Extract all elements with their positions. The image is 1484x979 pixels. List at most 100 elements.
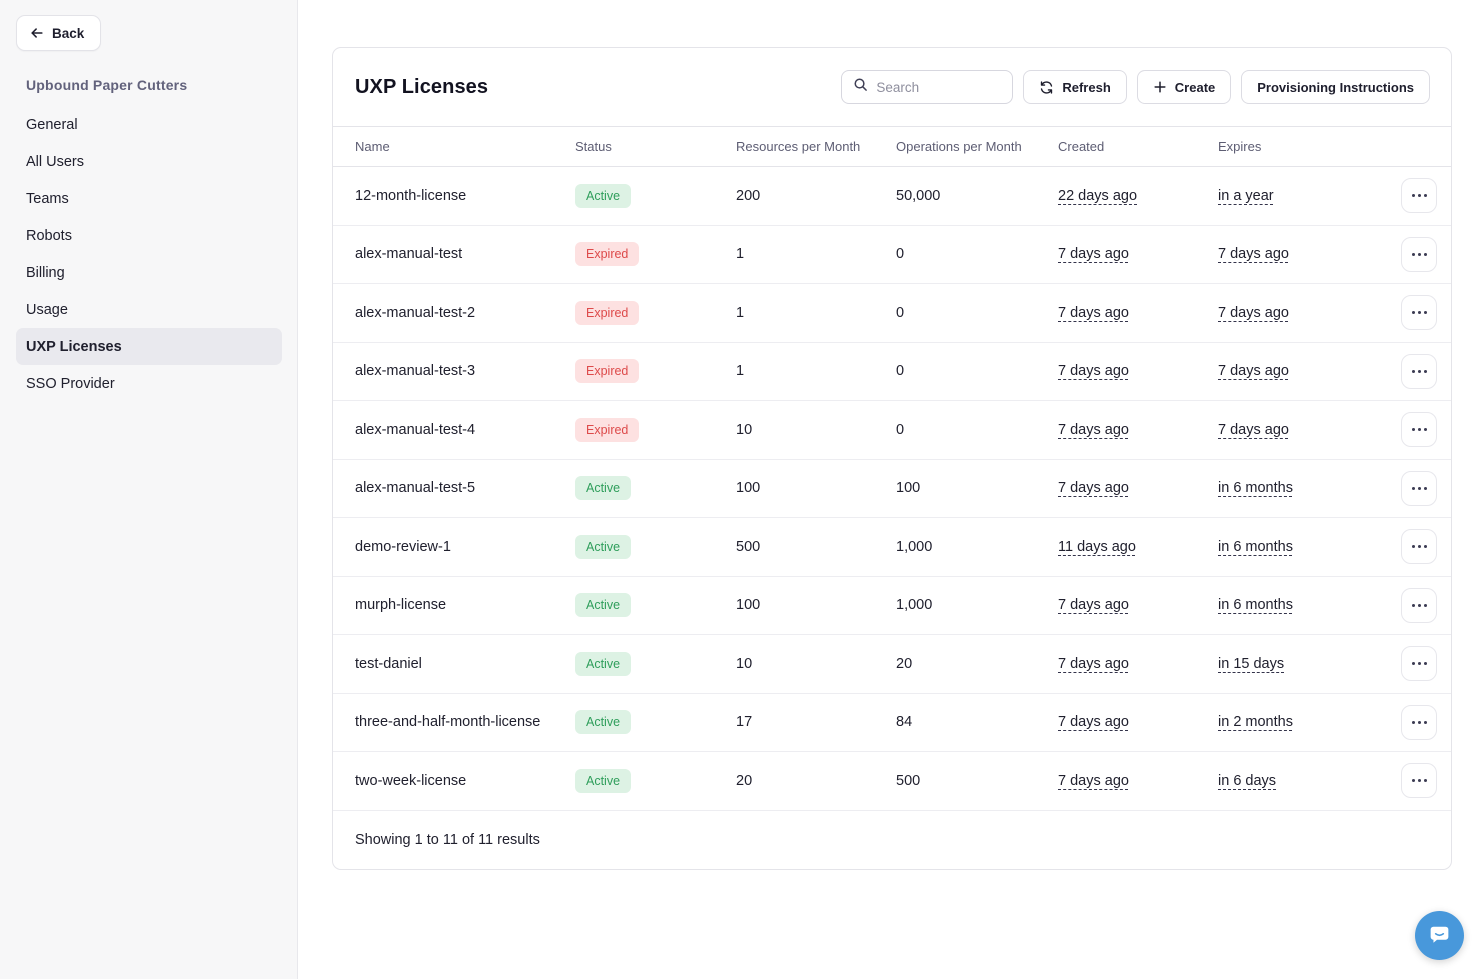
row-actions-button[interactable] xyxy=(1401,529,1437,565)
license-name: alex-manual-test-2 xyxy=(333,283,575,343)
create-button[interactable]: Create xyxy=(1136,70,1232,104)
created-value[interactable]: 7 days ago xyxy=(1058,597,1129,614)
sidebar-item-uxp-licenses[interactable]: UXP Licenses xyxy=(16,328,282,365)
status-badge: Expired xyxy=(575,300,640,325)
resources-value: 10 xyxy=(736,634,896,694)
row-actions-button[interactable] xyxy=(1401,295,1437,331)
created-value[interactable]: 22 days ago xyxy=(1058,187,1138,204)
results-summary: Showing 1 to 11 of 11 results xyxy=(355,831,540,848)
sidebar-item-teams[interactable]: Teams xyxy=(26,190,69,207)
license-name: demo-review-1 xyxy=(333,517,575,577)
sidebar-item-usage[interactable]: Usage xyxy=(26,301,68,318)
created-value[interactable]: 7 days ago xyxy=(1058,246,1129,263)
row-actions-button[interactable] xyxy=(1401,763,1437,799)
created-value[interactable]: 7 days ago xyxy=(1058,480,1129,497)
ellipsis-icon xyxy=(1411,369,1415,373)
expires-value[interactable]: in 6 months xyxy=(1218,538,1293,555)
sidebar-item-robots[interactable]: Robots xyxy=(26,227,72,244)
ellipsis-icon xyxy=(1411,720,1415,724)
expires-value[interactable]: 7 days ago xyxy=(1218,363,1289,380)
expires-value[interactable]: in 6 months xyxy=(1218,480,1293,497)
operations-value: 500 xyxy=(896,751,1058,811)
sidebar-item-all-users[interactable]: All Users xyxy=(26,153,85,170)
status-badge: Active xyxy=(575,593,632,618)
row-actions-button[interactable] xyxy=(1401,470,1437,506)
expires-value[interactable]: 7 days ago xyxy=(1218,304,1289,321)
search-icon xyxy=(853,77,868,97)
ellipsis-icon xyxy=(1411,486,1415,490)
sidebar-item-general[interactable]: General xyxy=(26,116,78,133)
search-box[interactable] xyxy=(841,70,1014,104)
sidebar-nav: General All Users Teams Robots Billing Usage U… xyxy=(16,106,282,402)
row-actions-button[interactable] xyxy=(1401,704,1437,740)
license-name: alex-manual-test-5 xyxy=(333,459,575,518)
search-input[interactable] xyxy=(876,79,1003,95)
license-name: test-daniel xyxy=(333,634,575,694)
table-row: 12-month-license Active 200 50,000 22 da… xyxy=(333,166,1451,226)
created-value[interactable]: 7 days ago xyxy=(1058,772,1129,789)
created-value[interactable]: 11 days ago xyxy=(1058,538,1136,555)
created-value[interactable]: 7 days ago xyxy=(1058,655,1129,672)
created-value[interactable]: 7 days ago xyxy=(1058,714,1129,731)
sidebar: Back Upbound Paper Cutters General All Us… xyxy=(0,0,298,979)
back-button[interactable]: Back xyxy=(16,15,102,51)
row-actions-button[interactable] xyxy=(1401,587,1437,623)
expires-value[interactable]: in 6 days xyxy=(1218,772,1277,789)
license-name: two-week-license xyxy=(333,751,575,811)
status-badge: Active xyxy=(575,183,632,208)
license-name: alex-manual-test-4 xyxy=(333,400,575,460)
arrow-left-icon xyxy=(30,26,44,40)
operations-value: 0 xyxy=(896,342,1058,401)
refresh-label: Refresh xyxy=(1062,79,1111,95)
created-value[interactable]: 7 days ago xyxy=(1058,304,1129,321)
chat-launcher-button[interactable] xyxy=(1415,911,1464,960)
expires-value[interactable]: 7 days ago xyxy=(1218,421,1289,438)
sidebar-item-billing[interactable]: Billing xyxy=(26,264,65,281)
table-row: alex-manual-test-3 Expired 1 0 7 days ag… xyxy=(333,342,1451,401)
operations-value: 0 xyxy=(896,400,1058,460)
operations-value: 84 xyxy=(896,693,1058,752)
table-row: alex-manual-test-2 Expired 1 0 7 days ag… xyxy=(333,283,1451,343)
expires-value[interactable]: in 15 days xyxy=(1218,655,1285,672)
status-badge: Expired xyxy=(575,242,640,267)
created-value[interactable]: 7 days ago xyxy=(1058,421,1129,438)
operations-value: 0 xyxy=(896,225,1058,284)
licenses-table: Name Status Resources per Month Operatio… xyxy=(333,126,1451,811)
refresh-button[interactable]: Refresh xyxy=(1023,70,1127,104)
table-row: three-and-half-month-license Active 17 8… xyxy=(333,693,1451,752)
table-row: two-week-license Active 20 500 7 days ag… xyxy=(333,751,1451,811)
status-badge: Active xyxy=(575,710,632,735)
plus-icon xyxy=(1153,80,1167,94)
resources-value: 1 xyxy=(736,342,896,401)
created-value[interactable]: 7 days ago xyxy=(1058,363,1129,380)
row-actions-button[interactable] xyxy=(1401,412,1437,448)
ellipsis-icon xyxy=(1411,311,1415,315)
expires-value[interactable]: in 2 months xyxy=(1218,714,1293,731)
status-badge: Expired xyxy=(575,359,640,384)
licenses-card: UXP Licenses Refresh xyxy=(332,47,1452,870)
row-actions-button[interactable] xyxy=(1401,236,1437,272)
resources-value: 200 xyxy=(736,166,896,226)
main-content: UXP Licenses Refresh xyxy=(298,0,1484,979)
table-row: alex-manual-test-4 Expired 10 0 7 days a… xyxy=(333,400,1451,460)
column-header-resources: Resources per Month xyxy=(736,126,896,167)
expires-value[interactable]: 7 days ago xyxy=(1218,246,1289,263)
provisioning-instructions-button[interactable]: Provisioning Instructions xyxy=(1241,70,1430,104)
card-header: UXP Licenses Refresh xyxy=(333,48,1451,126)
row-actions-button[interactable] xyxy=(1401,353,1437,389)
card-footer: Showing 1 to 11 of 11 results xyxy=(333,811,1451,869)
sidebar-item-sso-provider[interactable]: SSO Provider xyxy=(26,375,115,392)
create-label: Create xyxy=(1174,79,1216,95)
license-name: three-and-half-month-license xyxy=(333,693,575,752)
row-actions-button[interactable] xyxy=(1401,178,1437,214)
expires-value[interactable]: in 6 months xyxy=(1218,597,1293,614)
expires-value[interactable]: in a year xyxy=(1218,187,1274,204)
license-table-body: 12-month-license Active 200 50,000 22 da… xyxy=(333,166,1451,811)
column-header-operations: Operations per Month xyxy=(896,126,1058,167)
operations-value: 50,000 xyxy=(896,166,1058,226)
status-badge: Active xyxy=(575,768,632,793)
status-badge: Expired xyxy=(575,417,640,442)
table-row: alex-manual-test Expired 1 0 7 days ago … xyxy=(333,225,1451,284)
status-badge: Active xyxy=(575,476,632,501)
row-actions-button[interactable] xyxy=(1401,646,1437,682)
